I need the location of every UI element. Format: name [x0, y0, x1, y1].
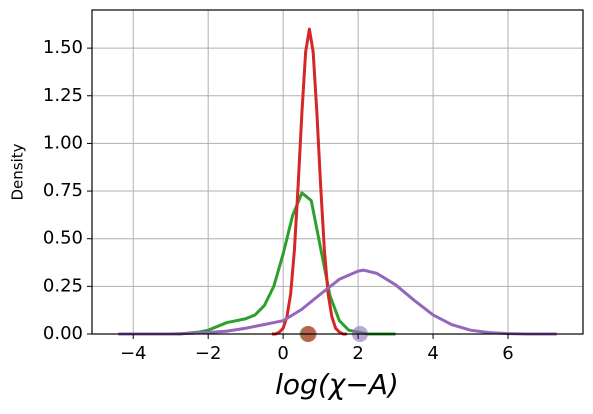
plot-frame — [91, 9, 584, 335]
x-axis-label: log(χ−A) — [275, 368, 399, 401]
x-tick-label: 2 — [352, 343, 363, 364]
y-tick-label: 0.25 — [43, 275, 83, 296]
y-tick-label: 0.00 — [43, 323, 83, 344]
plot — [118, 27, 557, 342]
x-tick-label: 0 — [277, 343, 288, 364]
y-tick-label: 1.50 — [43, 37, 83, 58]
x-tick-label: −2 — [195, 343, 222, 364]
x-tick-label: 4 — [427, 343, 438, 364]
x-tick-label: −4 — [120, 343, 147, 364]
y-axis-label: Density — [9, 143, 27, 200]
density-line — [271, 27, 347, 336]
y-tick-label: 0.75 — [43, 180, 83, 201]
x-tick-label: 6 — [502, 343, 513, 364]
grid — [92, 10, 583, 335]
y-tick-label: 1.00 — [43, 132, 83, 153]
y-tick-label: 0.50 — [43, 228, 83, 249]
y-tick-label: 1.25 — [43, 85, 83, 106]
density-line — [118, 268, 557, 336]
